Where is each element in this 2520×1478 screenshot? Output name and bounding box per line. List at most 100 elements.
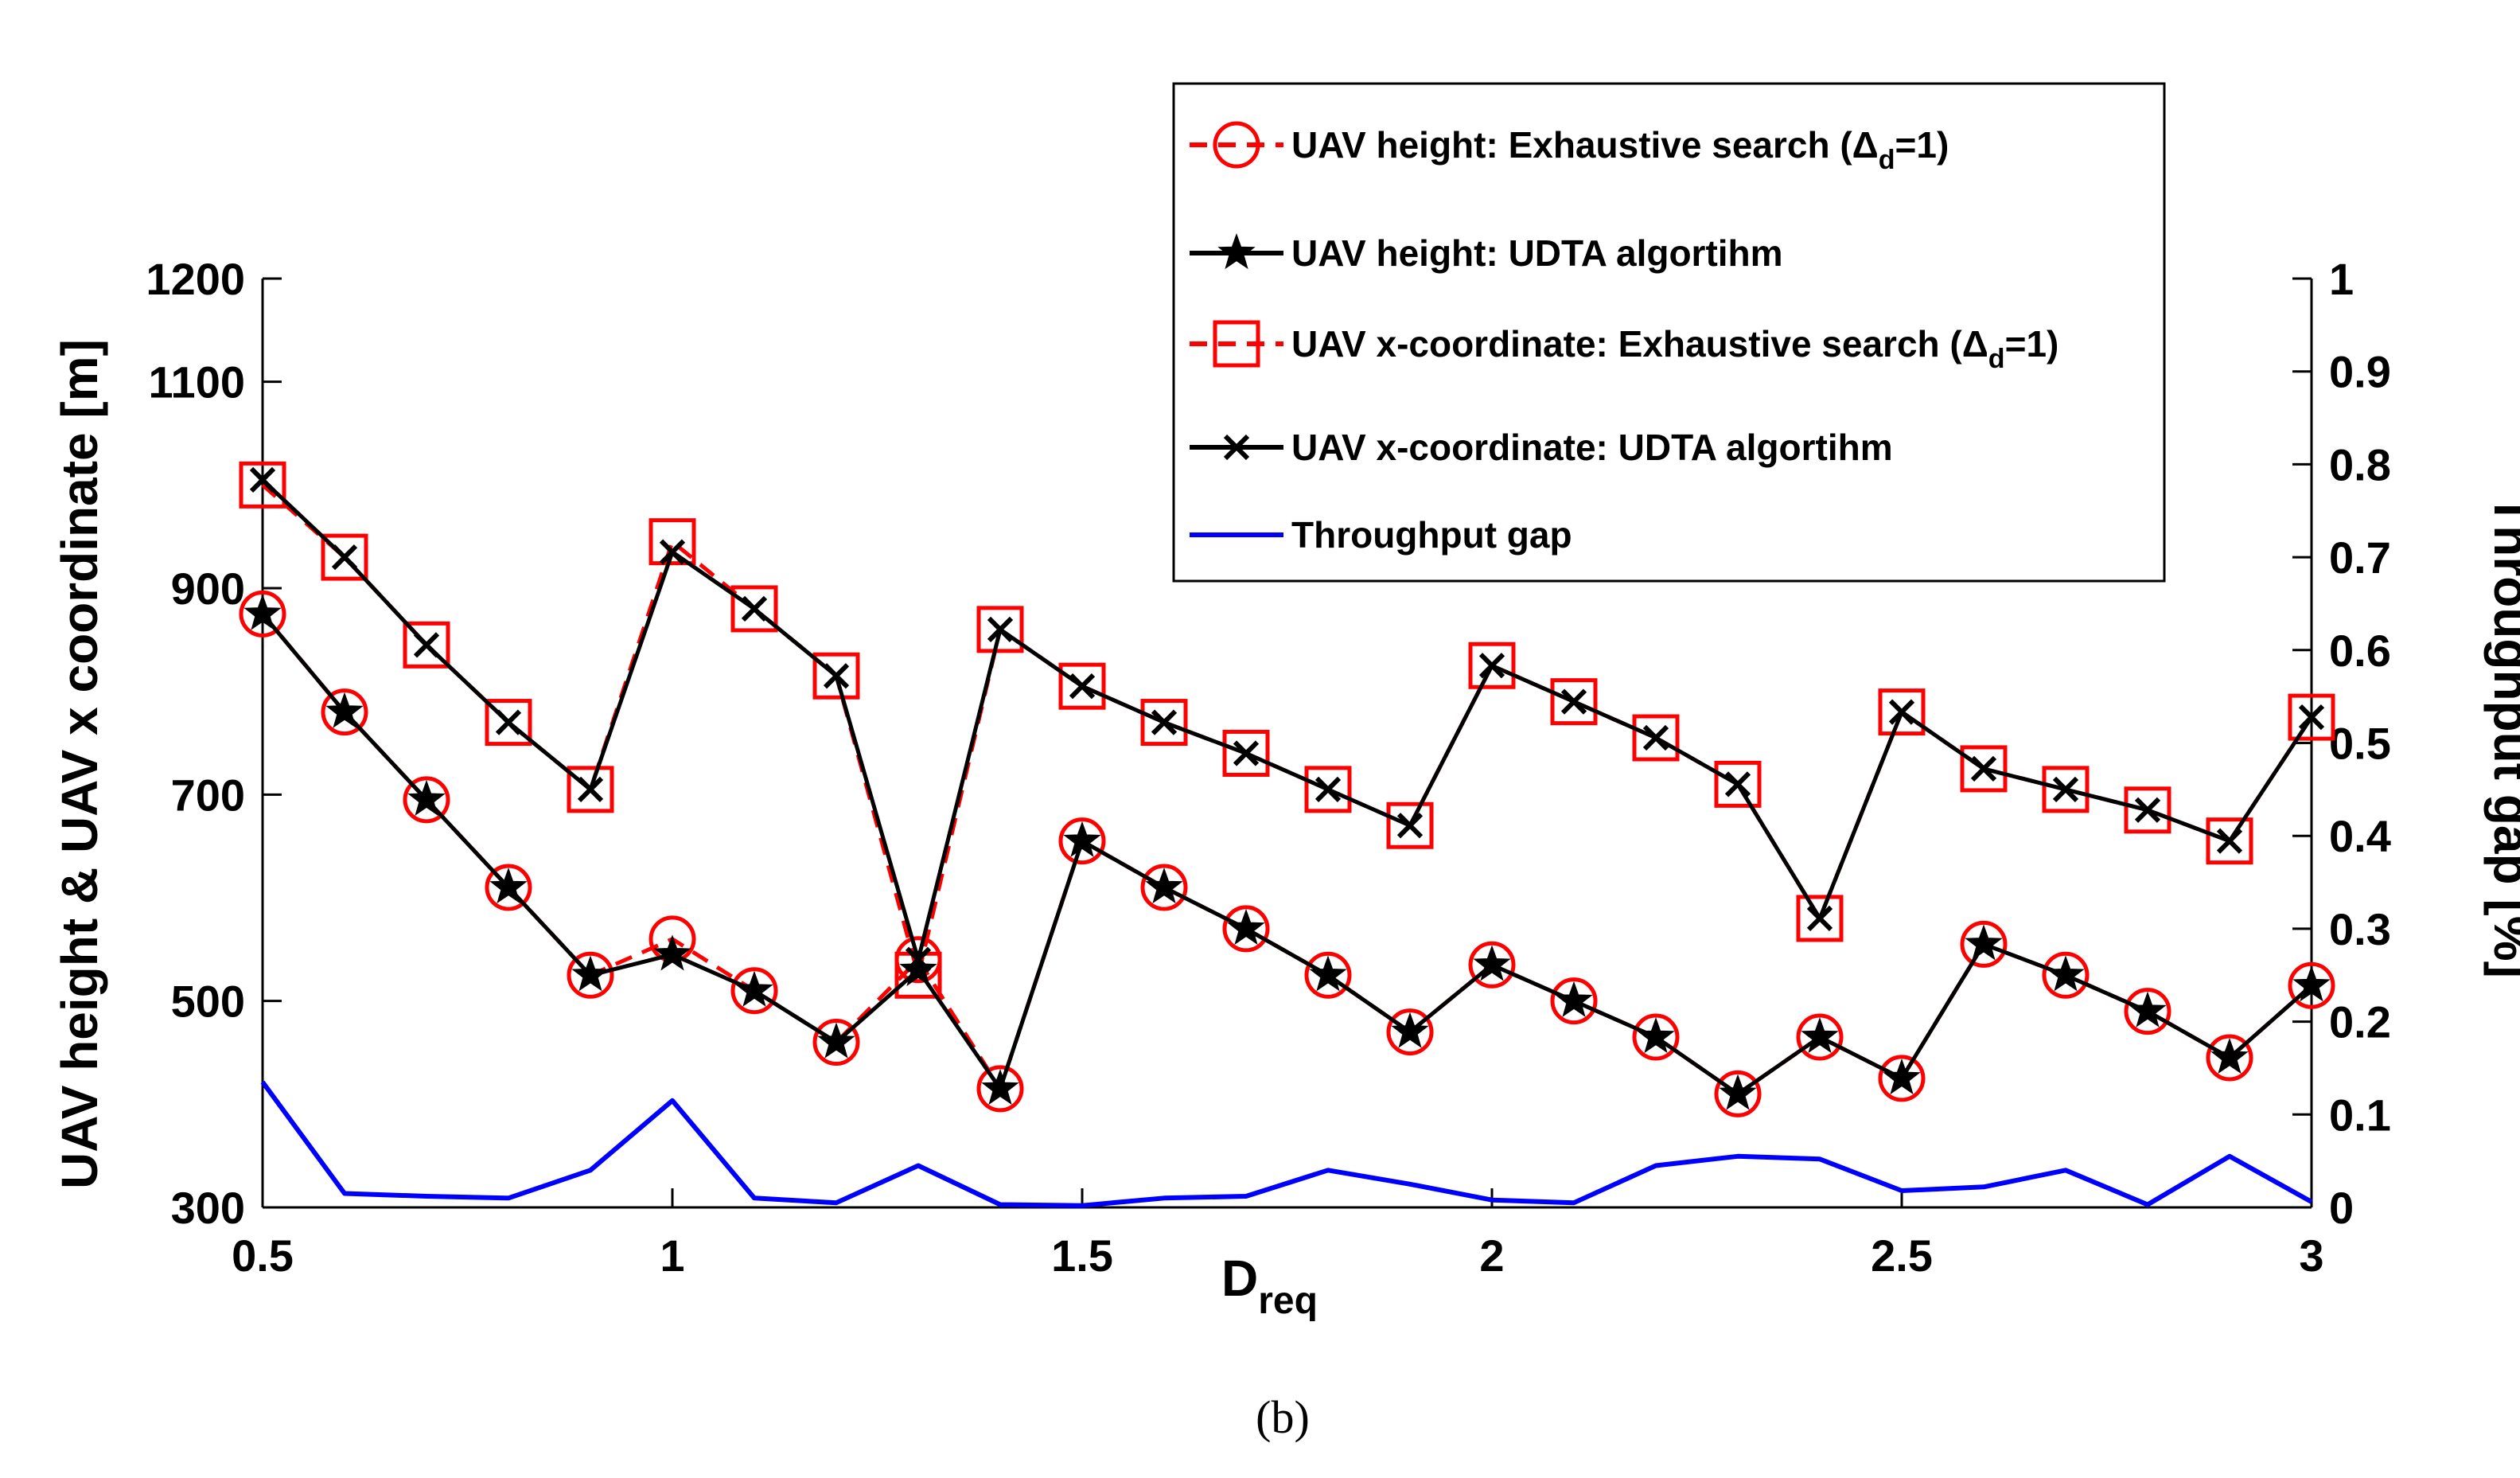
- data-point: [1386, 1008, 1434, 1056]
- data-point: [1970, 755, 1997, 782]
- data-point: [653, 934, 691, 971]
- left-tick-label: 1100: [149, 357, 246, 408]
- legend: UAV height: Exhaustive search (Δd=1) UAV …: [1172, 82, 2166, 583]
- data-point: [1468, 941, 1516, 989]
- x-axis-label-sub: req: [1258, 1280, 1318, 1322]
- data-point: [2134, 797, 2161, 823]
- data-point: [1478, 653, 1505, 679]
- series-line: [261, 612, 2313, 1096]
- right-tick-label: 0: [2329, 1183, 2354, 1233]
- data-point: [1965, 924, 2003, 961]
- legend-entry: UAV height: UDTA algortihm: [1190, 232, 1783, 274]
- series-5: [260, 1080, 2313, 1208]
- data-point: [1550, 977, 1598, 1025]
- data-point: [905, 946, 932, 973]
- data-point: [1304, 766, 1352, 813]
- series-4: [249, 466, 2325, 973]
- legend-label-sub: d: [1879, 145, 1895, 175]
- legend-box: [1172, 82, 2166, 583]
- legend-label-delta: Δ: [1962, 323, 1988, 365]
- left-tick-label: 300: [171, 1183, 245, 1233]
- data-point: [2124, 786, 2171, 834]
- data-point: [567, 766, 614, 813]
- data-point: [1960, 920, 2008, 968]
- data-point: [1391, 1012, 1429, 1048]
- data-point: [1222, 729, 1270, 777]
- data-point: [976, 606, 1024, 653]
- data-point: [1724, 771, 1751, 797]
- data-point: [1386, 801, 1434, 849]
- data-point: [1227, 908, 1265, 946]
- data-point: [495, 709, 522, 735]
- series-1: [239, 590, 2335, 1117]
- legend-entry: UAV height: Exhaustive search (Δd=1): [1190, 121, 1949, 175]
- data-point: [567, 951, 614, 999]
- data-point: [1468, 642, 1516, 689]
- data-point: [2216, 828, 2243, 854]
- legend-label-main: UAV x-coordinate: Exhaustive search (: [1291, 323, 1962, 365]
- legend-label: UAV x-coordinate: UDTA algortihm: [1291, 427, 1893, 468]
- series-layer: [239, 461, 2335, 1208]
- data-point: [2042, 766, 2090, 813]
- data-point: [1309, 955, 1347, 992]
- x-tick-label: 1: [660, 1230, 684, 1281]
- data-point: [1883, 1058, 1921, 1095]
- data-point: [735, 970, 773, 1007]
- x-tick-label: 3: [2299, 1230, 2323, 1281]
- data-point: [571, 955, 610, 992]
- right-tick-label: 0.6: [2329, 626, 2391, 676]
- data-point: [1878, 1055, 1926, 1102]
- data-point: [413, 632, 440, 658]
- legend-marker: [1213, 320, 1260, 368]
- data-point: [2047, 955, 2085, 992]
- legend-label-main: UAV x-coordinate: UDTA algortihm: [1291, 427, 1893, 468]
- data-point: [2042, 951, 2090, 999]
- data-point: [403, 621, 450, 669]
- data-point: [2206, 1034, 2253, 1082]
- legend-label: Throughput gap: [1291, 514, 1572, 556]
- data-point: [823, 663, 850, 689]
- left-tick-label: 900: [171, 564, 245, 614]
- x-ticks: 0.5 1 1.5 2 2.5 3: [232, 1188, 2324, 1281]
- data-point: [987, 616, 1014, 642]
- left-tick-label: 700: [171, 770, 245, 820]
- data-point: [485, 864, 532, 911]
- data-point: [976, 1065, 1024, 1113]
- series-2: [243, 594, 2331, 1110]
- x-axis-label: Dreq: [1221, 1250, 1318, 1322]
- legend-label-main: Throughput gap: [1291, 514, 1572, 556]
- data-point: [1878, 688, 1926, 736]
- data-point: [1145, 868, 1183, 904]
- legend-entry: Throughput gap: [1190, 514, 1572, 556]
- data-point: [2292, 965, 2331, 1002]
- data-point: [1801, 1017, 1839, 1054]
- data-point: [243, 594, 282, 630]
- data-point: [1233, 740, 1260, 766]
- left-tick-label: 1200: [146, 254, 245, 304]
- data-point: [331, 544, 358, 571]
- left-y-ticks: 300 500 700 900 1100 1200: [146, 254, 282, 1233]
- data-point: [1796, 1013, 1844, 1061]
- series-line: [261, 478, 2314, 962]
- legend-label-main: UAV height: UDTA algortihm: [1291, 232, 1783, 274]
- data-point: [403, 776, 450, 824]
- right-tick-label: 0.9: [2329, 347, 2391, 397]
- data-point: [1632, 1013, 1680, 1061]
- data-point: [1396, 813, 1424, 839]
- legend-label-tail: =1): [2005, 323, 2059, 365]
- data-point: [1796, 895, 1844, 942]
- data-point: [1069, 673, 1096, 700]
- data-point: [1642, 724, 1669, 751]
- data-point: [239, 590, 286, 638]
- data-point: [2052, 776, 2079, 802]
- x-tick-label: 2.5: [1871, 1230, 1933, 1281]
- data-point: [321, 688, 368, 736]
- data-point: [577, 776, 604, 802]
- data-point: [1473, 945, 1511, 981]
- data-point: [2288, 961, 2335, 1009]
- data-point: [981, 1068, 1019, 1106]
- right-y-ticks: 0 0.1 0.2 0.3 0.4 0.5 0.6 0.7 0.8 0.9 1: [2292, 254, 2391, 1233]
- data-point: [1058, 662, 1106, 710]
- data-point: [649, 518, 696, 566]
